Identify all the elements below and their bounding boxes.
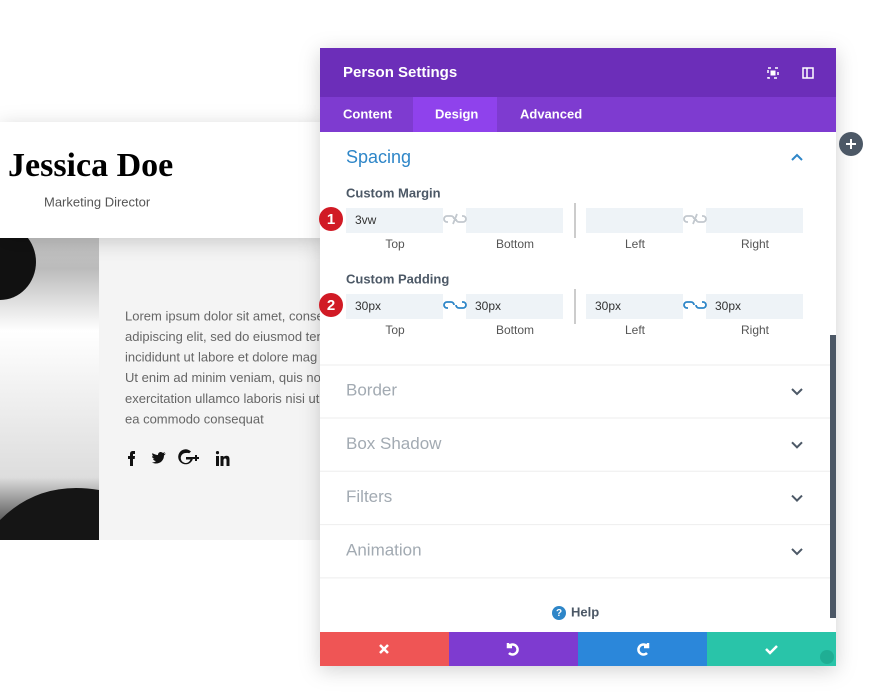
group-label: Custom Margin	[346, 185, 441, 200]
input-label: Bottom	[496, 237, 534, 251]
spacing-groups: Custom Margin 3vw Top Bottom Left Right 1 Custo…	[319, 185, 803, 337]
group-label: Custom Padding	[346, 271, 449, 286]
link-icon[interactable]	[443, 213, 467, 225]
twitter-icon[interactable]	[152, 451, 166, 464]
tab-bar	[320, 97, 836, 132]
help-link[interactable]: Help	[571, 604, 599, 619]
sidebar-icon[interactable]	[802, 67, 814, 79]
settings-panel	[320, 48, 836, 666]
footer-icons	[379, 643, 778, 656]
input-value: 30px	[595, 299, 621, 313]
panel-header	[320, 48, 836, 97]
input[interactable]	[466, 208, 563, 233]
card-body	[99, 238, 320, 540]
input-label: Top	[385, 323, 405, 337]
input[interactable]	[706, 208, 803, 233]
photo-shape	[0, 488, 99, 540]
badge-number: 2	[327, 297, 335, 314]
redo-button[interactable]	[578, 632, 707, 666]
input[interactable]	[466, 294, 563, 319]
sections: Border Box Shadow Filters Animation	[320, 364, 830, 579]
person-role: Marketing Director	[44, 194, 151, 209]
section-title[interactable]: Spacing	[346, 147, 411, 167]
tab[interactable]: Advanced	[520, 106, 582, 121]
badge	[319, 207, 343, 231]
undo-icon	[506, 643, 519, 656]
social-icons	[128, 449, 230, 466]
panel-bg	[320, 48, 836, 666]
input-label: Left	[625, 237, 646, 251]
badge-number: 1	[327, 211, 335, 228]
linkedin-icon[interactable]	[215, 451, 230, 466]
cancel-icon	[379, 644, 389, 654]
bio: Lorem ipsum dolor sit amet, conse adipisc…	[125, 308, 324, 426]
input-value: 30px	[715, 299, 741, 313]
save-button[interactable]	[707, 632, 836, 666]
header-icons	[767, 67, 814, 79]
input-label: Right	[741, 237, 770, 251]
facebook-icon[interactable]	[128, 451, 135, 466]
link-icon[interactable]	[683, 213, 707, 225]
undo-button[interactable]	[449, 632, 578, 666]
bio-line: Ut enim ad minim veniam, quis no	[125, 370, 321, 385]
chevron-up[interactable]	[791, 153, 803, 161]
bio-line: adipiscing elit, sed do eiusmod ten	[125, 329, 324, 344]
scrollbar[interactable]	[830, 335, 836, 618]
help-icon-glyph: ?	[556, 608, 562, 619]
help-icon[interactable]	[552, 606, 566, 620]
chevron-down[interactable]	[791, 388, 803, 396]
chevron-down[interactable]	[791, 548, 803, 556]
fullscreen-icon-core	[770, 70, 776, 76]
photo-shape	[0, 224, 36, 300]
badge	[319, 293, 343, 317]
bio-line: ea commodo consequat	[125, 411, 264, 426]
bio-line: exercitation ullamco laboris nisi ut	[125, 391, 320, 406]
input-value: 30px	[355, 299, 381, 313]
input-value: 3vw	[355, 213, 377, 227]
tab[interactable]: Design	[435, 106, 478, 121]
input[interactable]	[346, 294, 443, 319]
input-label: Bottom	[496, 323, 534, 337]
active-tab	[413, 97, 497, 132]
link-icon[interactable]	[443, 301, 467, 309]
section-title[interactable]: Filters	[346, 487, 392, 506]
input-label: Right	[741, 323, 770, 337]
fullscreen-icon[interactable]	[767, 67, 779, 79]
input[interactable]	[346, 208, 443, 233]
resize-handle[interactable]	[820, 650, 834, 664]
input-label: Left	[625, 323, 646, 337]
link-icon[interactable]	[683, 301, 707, 309]
chevron-down[interactable]	[791, 494, 803, 503]
redo-icon	[637, 643, 650, 656]
input[interactable]	[586, 208, 683, 233]
tabs: Content Design Advanced	[343, 106, 582, 121]
chevron-down[interactable]	[791, 441, 803, 449]
input-value: 30px	[475, 299, 501, 313]
tab[interactable]: Content	[343, 106, 393, 121]
bio-line: incididunt ut labore et dolore mag	[125, 350, 317, 365]
panel-title: Person Settings	[343, 64, 457, 81]
section-title[interactable]: Box Shadow	[346, 434, 442, 453]
input[interactable]	[706, 294, 803, 319]
add-icon	[846, 139, 856, 149]
card-header	[0, 122, 330, 238]
person-name: Jessica Doe	[8, 147, 173, 184]
save-icon	[765, 645, 778, 655]
bio-line: Lorem ipsum dolor sit amet, conse	[125, 308, 324, 323]
section-title[interactable]: Animation	[346, 540, 422, 559]
input[interactable]	[586, 294, 683, 319]
google-plus-icon[interactable]	[178, 449, 199, 465]
section-title[interactable]: Border	[346, 380, 397, 399]
input-label: Top	[385, 237, 405, 251]
